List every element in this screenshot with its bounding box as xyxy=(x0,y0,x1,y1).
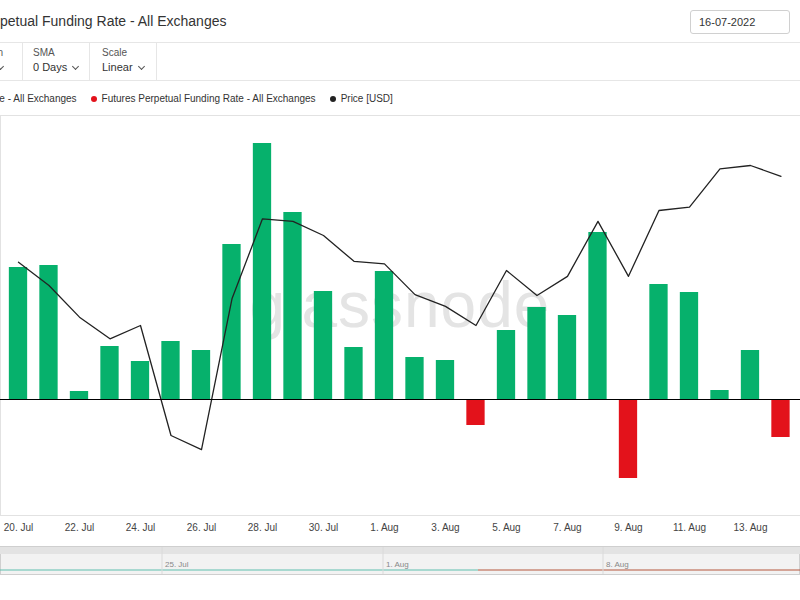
svg-text:20. Jul: 20. Jul xyxy=(4,522,33,533)
svg-text:25. Jul: 25. Jul xyxy=(165,560,189,569)
svg-text:11. Aug: 11. Aug xyxy=(673,522,706,533)
html-text:Linear: Linear xyxy=(102,61,133,73)
svg-text:26. Jul: 26. Jul xyxy=(187,522,216,533)
svg-text:1. Aug: 1. Aug xyxy=(370,522,398,533)
svg-text:5. Aug: 5. Aug xyxy=(492,522,520,533)
svg-text:28. Jul: 28. Jul xyxy=(248,522,277,533)
html-text:0 Days: 0 Days xyxy=(33,61,68,73)
svg-text:24. Jul: 24. Jul xyxy=(126,522,155,533)
svg-text:3. Aug: 3. Aug xyxy=(431,522,459,533)
html-text:16-07-2022: 16-07-2022 xyxy=(699,16,756,28)
svg-text:1. Aug: 1. Aug xyxy=(386,560,409,569)
html-text:Scale: Scale xyxy=(102,47,127,58)
html-text:SMA: SMA xyxy=(33,47,55,58)
html-text:petual Funding Rate - All Exch: petual Funding Rate - All Exchanges xyxy=(0,13,227,29)
svg-text:13. Aug: 13. Aug xyxy=(734,522,768,533)
svg-text:30. Jul: 30. Jul xyxy=(309,522,338,533)
html-text:Price [USD]: Price [USD] xyxy=(340,93,393,104)
html-text:glassnode: glassnode xyxy=(249,269,551,341)
html-text:Futures Perpetual Funding Rate: Futures Perpetual Funding Rate - All Exc… xyxy=(101,93,316,104)
svg-text:22. Jul: 22. Jul xyxy=(65,522,94,533)
svg-text:9. Aug: 9. Aug xyxy=(614,522,642,533)
svg-text:8. Aug: 8. Aug xyxy=(606,560,629,569)
svg-text:7. Aug: 7. Aug xyxy=(553,522,581,533)
